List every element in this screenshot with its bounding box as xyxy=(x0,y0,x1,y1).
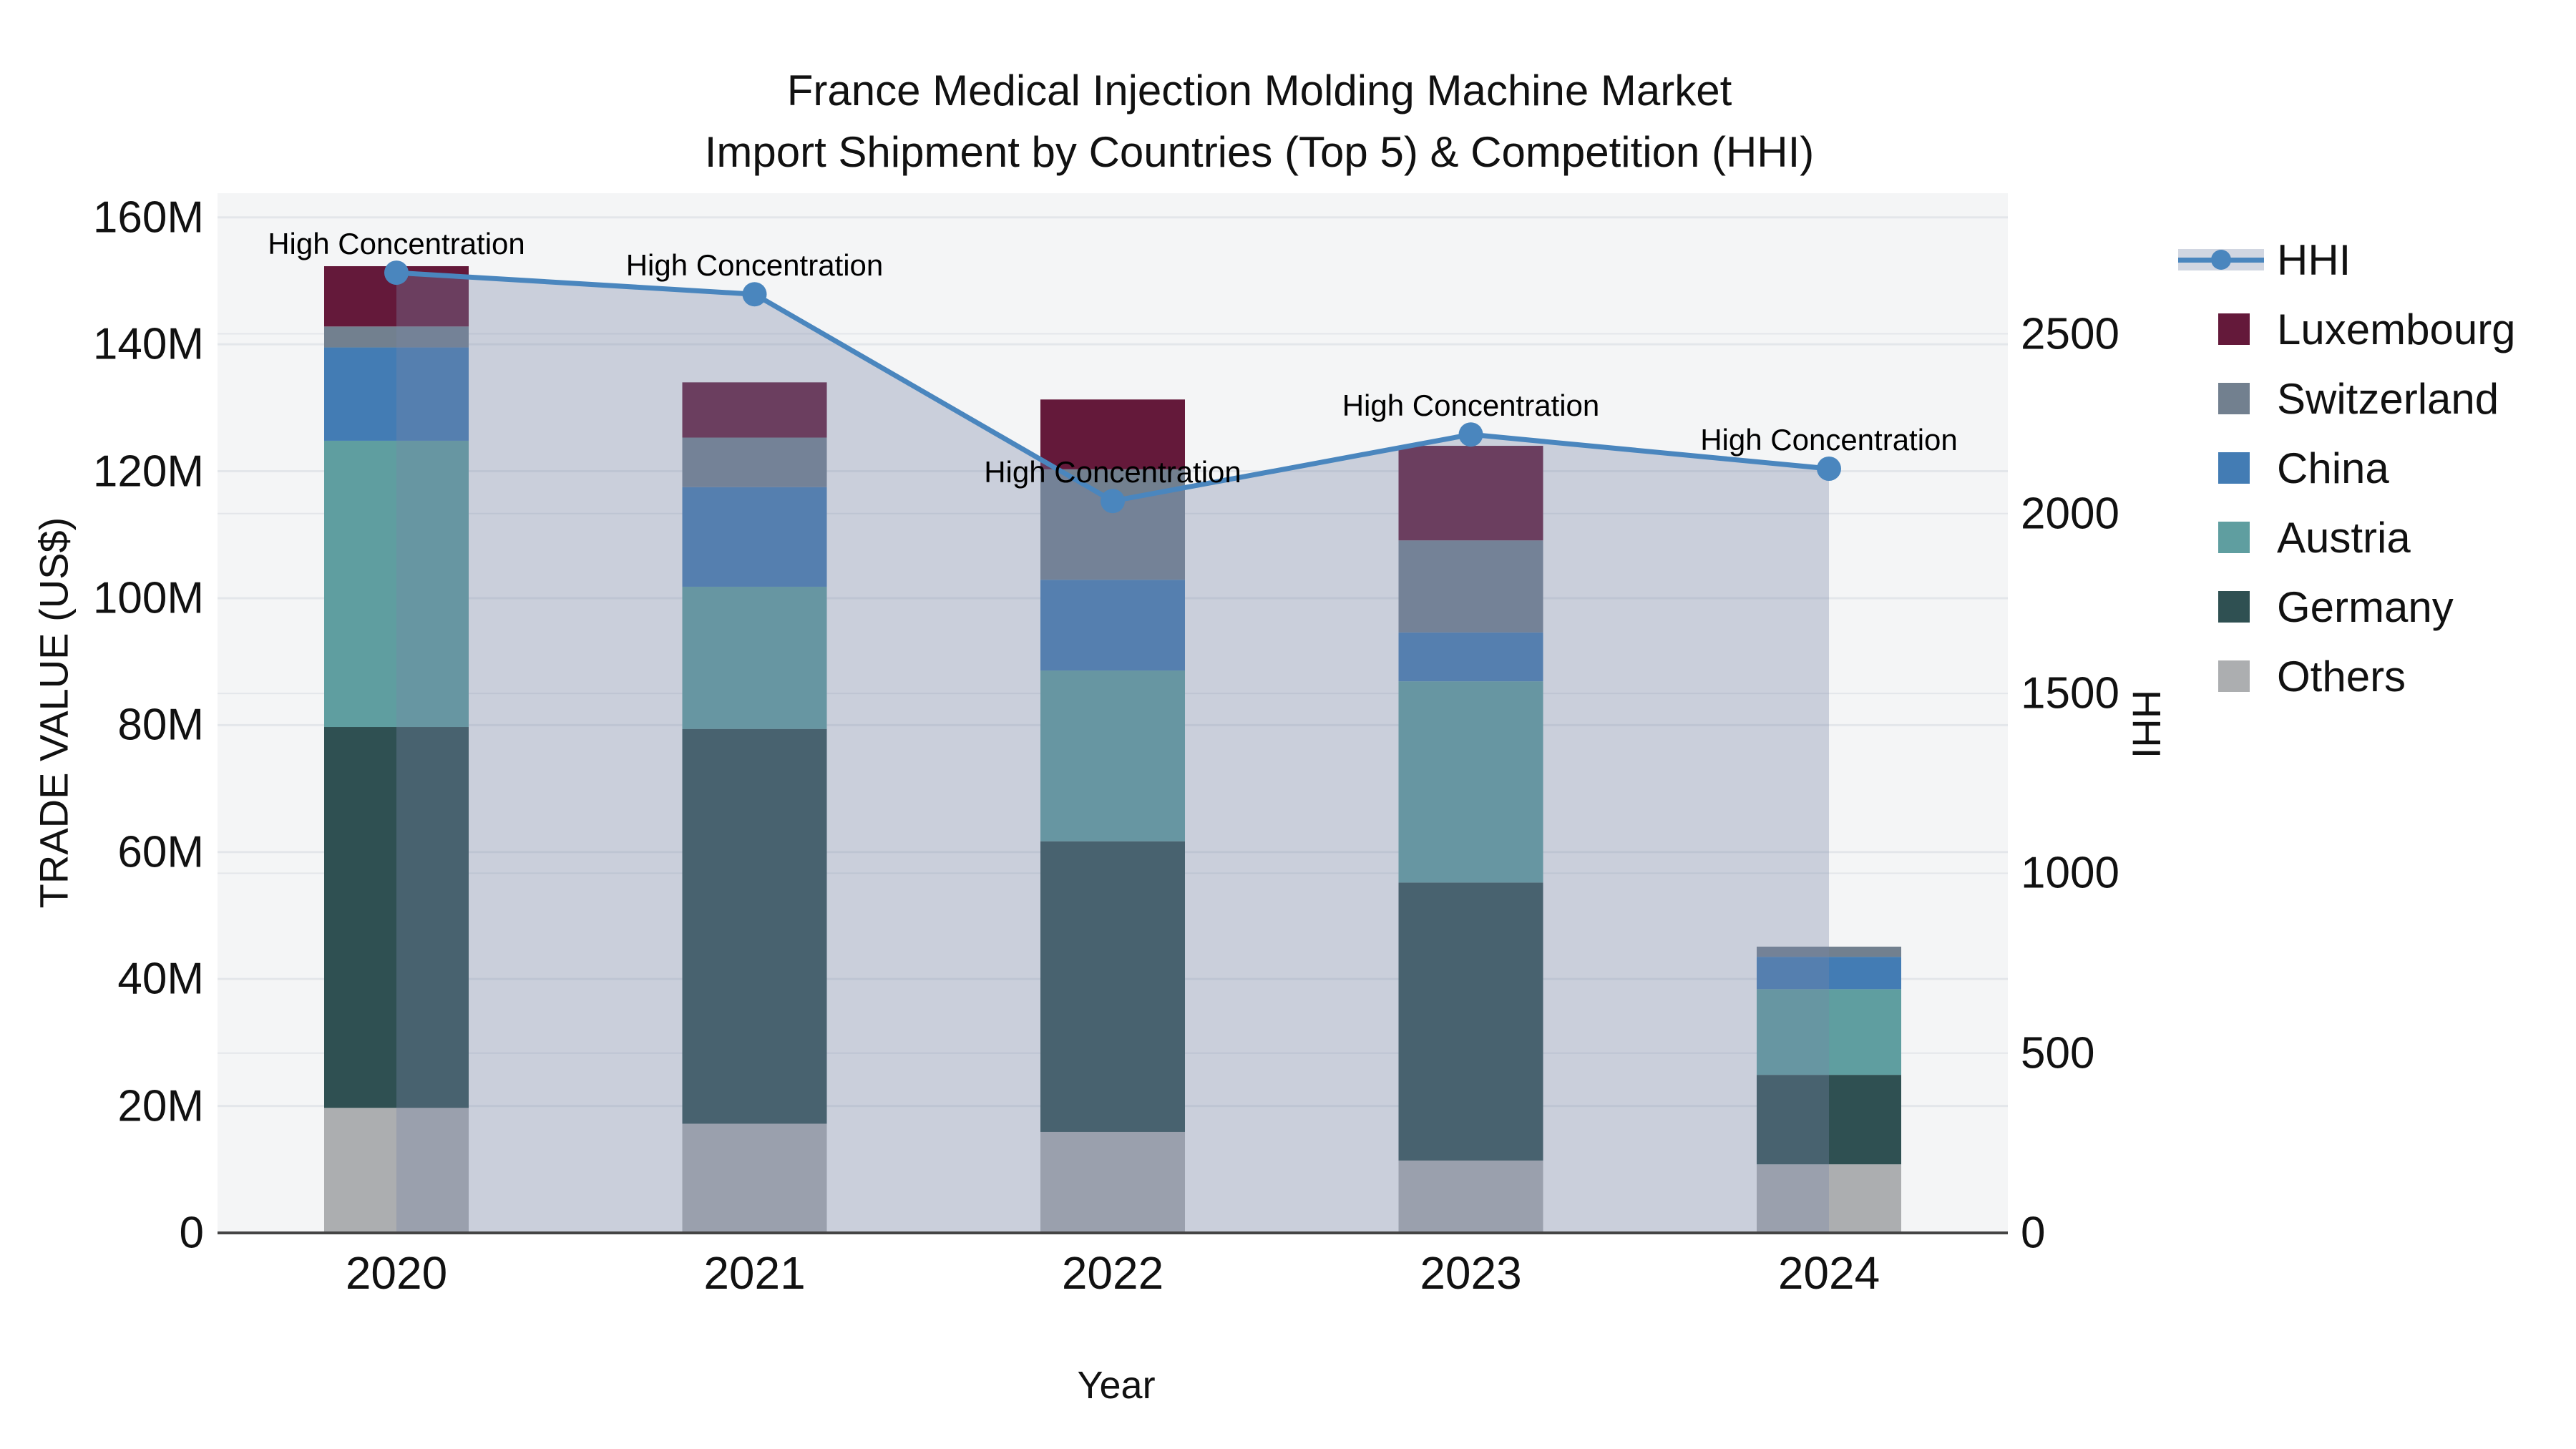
legend-swatch-germany xyxy=(2218,591,2250,623)
hhi-marker-2022 xyxy=(1101,489,1125,514)
bar-segment-switzerland-2022 xyxy=(1040,469,1185,580)
legend-swatch-luxembourg xyxy=(2218,313,2250,345)
y-tick-right-1500: 1500 xyxy=(2021,668,2119,718)
x-tick-2021: 2021 xyxy=(703,1247,806,1299)
bar-segment-china-2024 xyxy=(1757,957,1901,990)
y-tick-left-160M: 160M xyxy=(92,192,204,243)
hhi-marker-2023 xyxy=(1458,422,1483,447)
legend-label-china: China xyxy=(2277,444,2389,492)
bar-segment-china-2020 xyxy=(324,347,469,441)
y-tick-left-0: 0 xyxy=(179,1208,204,1258)
x-tick-2024: 2024 xyxy=(1777,1247,1880,1299)
bar-segment-others-2022 xyxy=(1040,1131,1185,1233)
y-tick-left-100M: 100M xyxy=(92,573,204,623)
legend-item-luxembourg[interactable]: Luxembourg xyxy=(2218,305,2516,353)
chart-subtitle: Import Shipment by Countries (Top 5) & C… xyxy=(704,128,1815,176)
legend-item-others[interactable]: Others xyxy=(2218,652,2406,701)
y-tick-right-0: 0 xyxy=(2021,1208,2046,1258)
bar-segment-china-2022 xyxy=(1040,580,1185,671)
bar-segment-switzerland-2020 xyxy=(324,326,469,348)
y-tick-left-40M: 40M xyxy=(117,954,204,1004)
annotation-2020: High Concentration xyxy=(268,227,525,261)
annotation-2021: High Concentration xyxy=(625,248,884,283)
legend-swatch-others xyxy=(2218,660,2250,692)
hhi-marker-2020 xyxy=(384,260,409,286)
x-tick-2023: 2023 xyxy=(1420,1247,1522,1299)
bar-segment-switzerland-2024 xyxy=(1757,946,1901,957)
bar-segment-others-2021 xyxy=(682,1123,827,1233)
x-tick-2020: 2020 xyxy=(345,1247,448,1299)
bar-segment-austria-2022 xyxy=(1040,670,1185,841)
bar-segment-germany-2020 xyxy=(324,727,469,1108)
y-tick-left-120M: 120M xyxy=(92,447,204,497)
hhi-marker-2024 xyxy=(1817,457,1841,481)
legend-label-austria: Austria xyxy=(2277,513,2411,562)
legend-swatch-switzerland xyxy=(2218,383,2250,414)
legend-label-others: Others xyxy=(2277,652,2406,701)
chart-title: France Medical Injection Molding Machine… xyxy=(786,67,1732,114)
x-tick-2022: 2022 xyxy=(1061,1247,1164,1299)
bar-segment-germany-2022 xyxy=(1040,841,1185,1132)
y-axis-title-right: HHI xyxy=(2124,689,2170,759)
bar-segment-china-2021 xyxy=(682,487,827,587)
y-axis-title-left: TRADE VALUE (US$) xyxy=(31,517,77,909)
hhi-area-fill xyxy=(396,273,1829,1234)
bar-segment-germany-2024 xyxy=(1757,1075,1901,1165)
bar-segment-others-2024 xyxy=(1757,1164,1901,1233)
legend-label-germany: Germany xyxy=(2277,582,2454,631)
y-tick-left-80M: 80M xyxy=(117,700,204,750)
bar-segment-china-2023 xyxy=(1398,632,1543,682)
y-tick-left-140M: 140M xyxy=(92,319,204,369)
legend-swatch-austria xyxy=(2218,522,2250,553)
legend-label-switzerland: Switzerland xyxy=(2277,374,2499,423)
hhi-legend-dot xyxy=(2211,250,2231,270)
y-tick-right-1000: 1000 xyxy=(2021,848,2119,898)
hhi-marker-2021 xyxy=(742,282,767,307)
bar-segment-luxembourg-2023 xyxy=(1398,446,1543,541)
bar-segment-switzerland-2021 xyxy=(682,437,827,487)
legend-label-hhi: HHI xyxy=(2277,235,2351,284)
bar-segment-luxembourg-2021 xyxy=(682,382,827,438)
x-axis-title: Year xyxy=(1077,1364,1156,1407)
y-tick-right-2000: 2000 xyxy=(2021,489,2119,539)
legend-swatch-china xyxy=(2218,452,2250,484)
legend-item-switzerland[interactable]: Switzerland xyxy=(2218,375,2499,423)
hhi-line-legend-swatch xyxy=(2178,246,2264,273)
bar-segment-austria-2024 xyxy=(1757,989,1901,1075)
bar-segment-switzerland-2023 xyxy=(1398,540,1543,633)
bar-segment-austria-2021 xyxy=(682,586,827,729)
legend-item-china[interactable]: China xyxy=(2218,444,2389,492)
bar-segment-germany-2023 xyxy=(1398,882,1543,1161)
bar-segment-germany-2021 xyxy=(682,728,827,1124)
bar-segment-austria-2023 xyxy=(1398,681,1543,883)
y-tick-left-20M: 20M xyxy=(117,1081,204,1131)
y-tick-left-60M: 60M xyxy=(117,827,204,877)
y-tick-right-2500: 2500 xyxy=(2021,309,2119,358)
annotation-2024: High Concentration xyxy=(1700,422,1958,457)
bar-segment-luxembourg-2022 xyxy=(1040,399,1185,469)
bar-segment-austria-2020 xyxy=(324,440,469,728)
y-tick-right-500: 500 xyxy=(2021,1028,2095,1078)
bar-segment-others-2023 xyxy=(1398,1160,1543,1233)
legend-item-hhi[interactable]: HHI xyxy=(2178,236,2351,284)
annotation-2022: High Concentration xyxy=(984,455,1241,489)
legend-item-germany[interactable]: Germany xyxy=(2218,583,2454,631)
legend-label-luxembourg: Luxembourg xyxy=(2277,305,2516,353)
bar-segment-others-2020 xyxy=(324,1108,469,1233)
annotation-2023: High Concentration xyxy=(1342,389,1600,423)
legend-item-austria[interactable]: Austria xyxy=(2218,513,2411,562)
